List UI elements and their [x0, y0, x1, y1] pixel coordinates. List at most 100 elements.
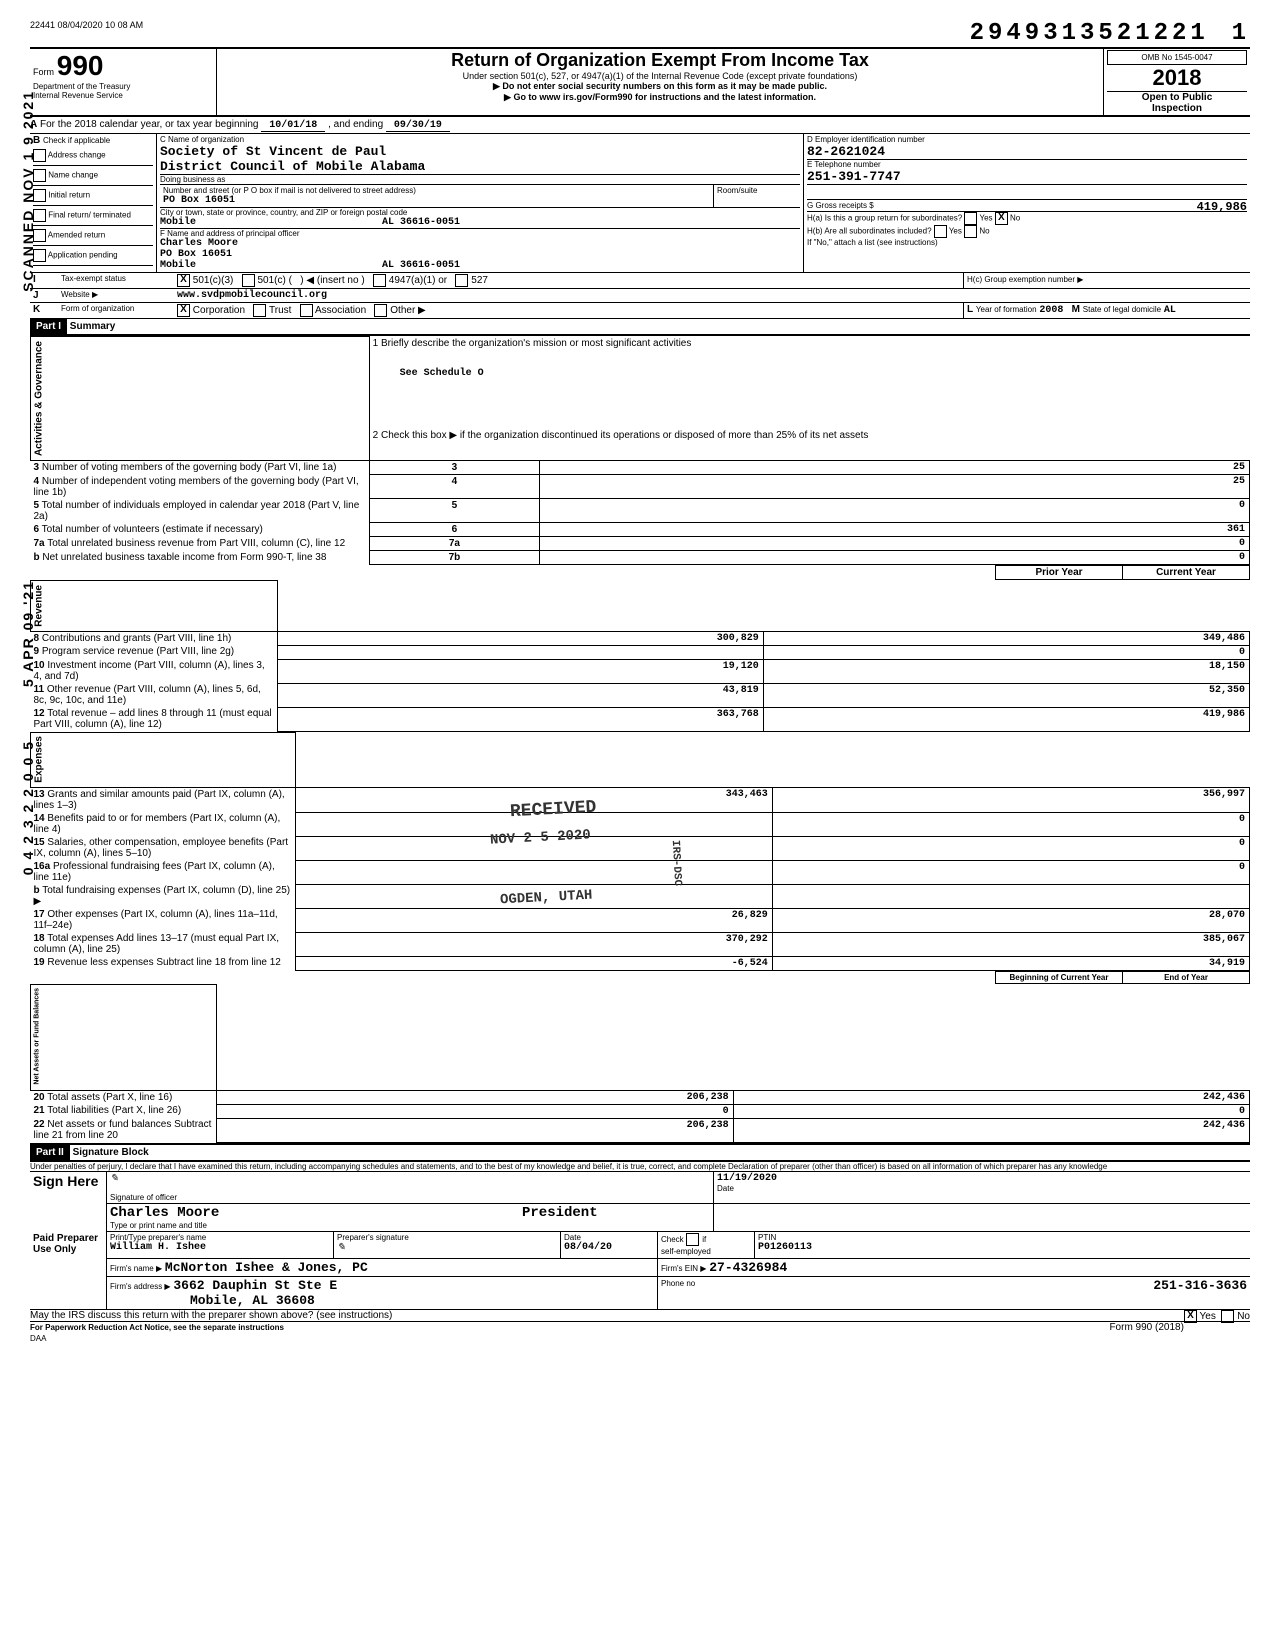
gov-val-5: 0: [540, 499, 1250, 523]
net-curr-21: 0: [733, 1104, 1249, 1118]
ptin-label: PTIN: [758, 1233, 1247, 1242]
j-text: Website ▶: [58, 289, 174, 303]
h-note: If "No," attach a list (see instructions…: [807, 238, 1247, 247]
col-begin: Beginning of Current Year: [996, 971, 1123, 983]
gov-box-3: 3: [369, 461, 540, 475]
rev-line-12: 12 Total revenue – add lines 8 through 1…: [31, 707, 278, 731]
corp-cb[interactable]: X: [177, 304, 190, 317]
phone-label: Phone no: [661, 1279, 695, 1288]
form-title: Return of Organization Exempt From Incom…: [220, 50, 1100, 71]
firm-ein-label: Firm's EIN ▶: [661, 1264, 706, 1273]
gov-val-4: 25: [540, 475, 1250, 499]
501c3-label: 501(c)(3): [193, 275, 234, 286]
exp-curr-b: [772, 884, 1249, 908]
form-number: 990: [57, 50, 104, 81]
officer-title: President: [522, 1205, 598, 1221]
part1-hdr: Part I: [30, 319, 67, 334]
row-a-prefix: For the 2018 calendar year, or tax year …: [40, 119, 258, 130]
hb-yes-cb[interactable]: [934, 225, 947, 238]
gov-line-4: 4 Number of independent voting members o…: [31, 475, 370, 499]
paperwork: For Paperwork Reduction Act Notice, see …: [30, 1323, 284, 1332]
d-label: D Employer identification number: [807, 135, 1247, 144]
rev-prior-12: 363,768: [277, 707, 763, 731]
form-label: Form: [33, 67, 54, 77]
hb-no-cb[interactable]: [964, 225, 977, 238]
rev-line-11: 11 Other revenue (Part VIII, column (A),…: [31, 683, 278, 707]
no-text: No: [1010, 214, 1020, 223]
prep-date-label: Date: [564, 1233, 654, 1242]
exp-line-16a: 16a Professional fundraising fees (Part …: [31, 860, 296, 884]
k-label: K: [33, 304, 40, 315]
ha-yes-cb[interactable]: [964, 212, 977, 225]
527-cb[interactable]: [455, 274, 468, 287]
room-label: Room/suite: [717, 186, 797, 195]
net-prior-21: 0: [217, 1104, 733, 1118]
exp-line-17: 17 Other expenses (Part IX, column (A), …: [31, 908, 296, 932]
e-label: E Telephone number: [807, 160, 1247, 169]
line1-val: See Schedule O: [369, 367, 1249, 397]
other-cb[interactable]: [374, 304, 387, 317]
gov-box-6: 6: [369, 523, 540, 537]
exp-vert-label: Expenses: [31, 732, 296, 788]
net-line-20: 20 Total assets (Part X, line 16): [31, 1090, 217, 1104]
inspection: Inspection: [1152, 103, 1202, 114]
net-vert-label: Net Assets or Fund Balances: [31, 984, 217, 1090]
ha-no-cb[interactable]: X: [995, 212, 1008, 225]
exp-curr-18: 385,067: [772, 932, 1249, 956]
net-curr-20: 242,436: [733, 1090, 1249, 1104]
state-domicile: AL: [1164, 305, 1176, 316]
dept: Department of the Treasury: [33, 82, 213, 91]
net-line-22: 22 Net assets or fund balances Subtract …: [31, 1118, 217, 1142]
gov-box-7b: 7b: [369, 551, 540, 565]
rev-curr-10: 18,150: [763, 659, 1249, 683]
dsc-stamp: IRS-DSC: [669, 840, 683, 887]
firm-phone: 251-316-3636: [1153, 1278, 1247, 1293]
warn-goto: ▶ Go to www irs.gov/Form990 for instruct…: [220, 92, 1100, 103]
firm-name: McNorton Ishee & Jones, PC: [165, 1260, 368, 1275]
street-label: Number and street (or P O box if mail is…: [163, 186, 710, 195]
col-end: End of Year: [1123, 971, 1250, 983]
4947-cb[interactable]: [373, 274, 386, 287]
discuss-yes-cb[interactable]: X: [1184, 1310, 1197, 1323]
part2-title: Signature Block: [73, 1147, 149, 1158]
officer-addr1: PO Box 16051: [160, 249, 800, 260]
part1-title: Summary: [70, 321, 116, 332]
line2: 2 Check this box ▶ if the organization d…: [369, 429, 1249, 460]
phone: 251-391-7747: [807, 169, 1247, 185]
line1: 1 Briefly describe the organization's mi…: [369, 337, 1249, 367]
tax-year: 2018: [1107, 65, 1247, 91]
omb: OMB No 1545-0047: [1107, 50, 1247, 65]
gov-vert-label: Activities & Governance: [31, 337, 370, 461]
exp-line-19: 19 Revenue less expenses Subtract line 1…: [31, 956, 296, 970]
assoc-cb[interactable]: [300, 304, 313, 317]
rev-vert-label: Revenue: [31, 581, 278, 632]
dba-label: Doing business as: [160, 175, 800, 185]
501c-cb[interactable]: [242, 274, 255, 287]
street: PO Box 16051: [163, 195, 710, 206]
rev-line-8: 8 Contributions and grants (Part VIII, l…: [31, 631, 278, 645]
m-text: State of legal domicile: [1083, 305, 1161, 314]
paid-prep-label: Paid Preparer Use Only: [30, 1232, 107, 1310]
self-emp-cb[interactable]: [686, 1233, 699, 1246]
gov-box-7a: 7a: [369, 537, 540, 551]
gov-box-4: 4: [369, 475, 540, 499]
i-text: Tax-exempt status: [58, 273, 174, 289]
daa: DAA: [30, 1334, 46, 1343]
officer-addr2: Mobile: [160, 260, 196, 271]
prep-name: William H. Ishee: [110, 1242, 330, 1253]
form-subtitle: Under section 501(c), 527, or 4947(a)(1)…: [220, 71, 1100, 81]
501c3-cb[interactable]: X: [177, 274, 190, 287]
l-label: L: [967, 304, 973, 315]
exp-prior-19: -6,524: [295, 956, 772, 970]
other-label: Other ▶: [390, 305, 425, 316]
yes-text-2: Yes: [949, 227, 962, 236]
batch-stamp: 22441 08/04/2020 10 08 AM: [30, 20, 143, 30]
discuss-no-cb[interactable]: [1221, 1310, 1234, 1323]
trust-cb[interactable]: [253, 304, 266, 317]
k-text: Form of organization: [58, 303, 174, 319]
gov-val-7a: 0: [540, 537, 1250, 551]
gov-box-5: 5: [369, 499, 540, 523]
gov-val-7b: 0: [540, 551, 1250, 565]
discuss-yes: Yes: [1200, 1311, 1216, 1322]
l-text: Year of formation: [976, 305, 1037, 314]
